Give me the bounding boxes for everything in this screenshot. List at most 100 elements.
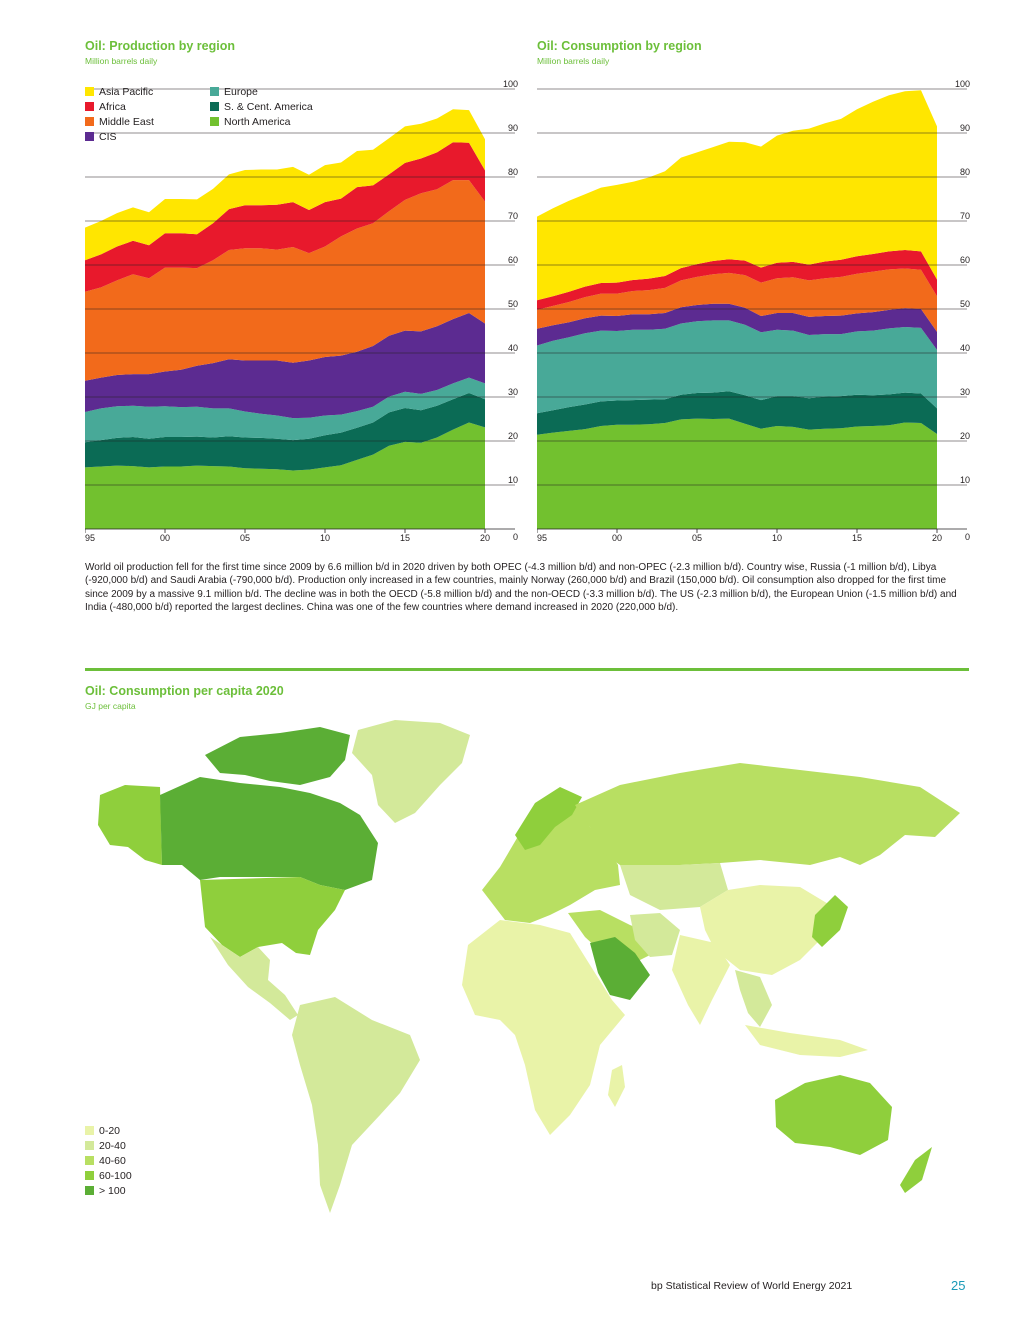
consumption-chart-title: Oil: Consumption by region	[537, 39, 702, 53]
map-usa	[200, 877, 345, 957]
map-europe	[482, 797, 620, 923]
production-ytick-label: 50	[508, 299, 518, 309]
map-canada-arctic	[205, 727, 350, 785]
production-ytick-label: 80	[508, 167, 518, 177]
map-africa	[462, 920, 625, 1135]
production-area-asia-pacific	[85, 109, 485, 261]
consumption-ytick-label: 0	[965, 532, 970, 542]
production-ytick-label: 100	[503, 80, 518, 89]
production-ytick-label: 10	[508, 475, 518, 485]
map-se-asia	[735, 970, 772, 1027]
map-legend-item: 20-40	[85, 1140, 126, 1152]
map-legend-swatch	[85, 1156, 94, 1165]
map-india	[672, 935, 730, 1025]
consumption-ytick-label: 10	[960, 475, 970, 485]
consumption-ytick-label: 80	[960, 167, 970, 177]
legend-item-north-america: North America	[210, 116, 291, 128]
production-area-middle-east	[85, 180, 485, 381]
map-china	[700, 885, 830, 975]
map-legend-swatch	[85, 1141, 94, 1150]
legend-label: S. & Cent. America	[224, 101, 313, 113]
map-greenland	[352, 720, 470, 823]
consumption-area-north-america	[537, 418, 937, 529]
production-xtick-label: 20	[480, 533, 490, 543]
map-alaska	[98, 785, 162, 865]
consumption-area-s-cent-america	[537, 391, 937, 435]
map-legend-label: 40-60	[99, 1155, 126, 1167]
section-divider	[85, 668, 969, 671]
consumption-ytick-label: 90	[960, 123, 970, 133]
body-paragraph: World oil production fell for the first …	[85, 562, 957, 614]
map-legend-label: 20-40	[99, 1140, 126, 1152]
production-chart-title: Oil: Production by region	[85, 39, 235, 53]
production-xtick-label: 10	[320, 533, 330, 543]
production-area-s-cent-america	[85, 393, 485, 471]
legend-swatch	[210, 102, 219, 111]
production-chart: 0 10 20 30 40 50 60 70 80 90 100 95 00 05 10 15 20	[85, 80, 518, 543]
legend-swatch	[85, 132, 94, 141]
consumption-xtick-label: 05	[692, 533, 702, 543]
map-mexico	[210, 937, 298, 1020]
production-area-cis	[85, 313, 485, 419]
world-map	[98, 720, 960, 1213]
legend-label: North America	[224, 116, 291, 128]
production-chart-subtitle: Million barrels daily	[85, 56, 158, 66]
map-new-zealand	[900, 1147, 932, 1193]
map-legend-label: 0-20	[99, 1125, 121, 1137]
map-indonesia	[745, 1025, 868, 1057]
production-xtick-label: 00	[160, 533, 170, 543]
production-ytick-label: 20	[508, 431, 518, 441]
legend-label: Middle East	[99, 116, 154, 128]
legend-label: Africa	[99, 101, 126, 113]
map-saudi-arabia	[590, 937, 650, 1000]
map-legend-item: 60-100	[85, 1170, 132, 1182]
legend-item-s-cent-america: S. & Cent. America	[210, 101, 313, 113]
consumption-ytick-label: 40	[960, 343, 970, 353]
map-south-america	[292, 997, 420, 1213]
production-ytick-label: 60	[508, 255, 518, 265]
production-ytick-label: 90	[508, 123, 518, 133]
map-russia	[575, 763, 960, 870]
consumption-area-cis	[537, 303, 937, 350]
map-legend: 0-20 20-40 40-60 60-100 > 100	[85, 1125, 205, 1201]
legend-swatch	[210, 117, 219, 126]
production-ytick-label: 30	[508, 387, 518, 397]
legend-label: Europe	[224, 86, 258, 98]
map-legend-item: 40-60	[85, 1155, 126, 1167]
legend-item-africa: Africa	[85, 101, 126, 113]
legend-swatch	[85, 117, 94, 126]
map-legend-label: 60-100	[99, 1170, 132, 1182]
map-legend-label: > 100	[99, 1185, 126, 1197]
legend-item-europe: Europe	[210, 86, 258, 98]
legend-item-asia-pacific: Asia Pacific	[85, 86, 153, 98]
legend-swatch	[85, 87, 94, 96]
legend-item-middle-east: Middle East	[85, 116, 154, 128]
legend-label: Asia Pacific	[99, 86, 154, 98]
map-madagascar	[608, 1065, 625, 1107]
production-ytick-label: 40	[508, 343, 518, 353]
map-legend-swatch	[85, 1126, 94, 1135]
map-australia	[775, 1075, 892, 1155]
page-number: 25	[951, 1278, 966, 1293]
map-legend-swatch	[85, 1186, 94, 1195]
map-legend-swatch	[85, 1171, 94, 1180]
consumption-xtick-label: 10	[772, 533, 782, 543]
map-legend-item: > 100	[85, 1185, 126, 1197]
consumption-ytick-label: 60	[960, 255, 970, 265]
footer-publication: bp Statistical Review of World Energy 20…	[651, 1280, 853, 1292]
map-japan	[812, 895, 848, 947]
consumption-ytick-label: 50	[960, 299, 970, 309]
map-title: Oil: Consumption per capita 2020	[85, 684, 284, 698]
map-subtitle: GJ per capita	[85, 701, 136, 711]
consumption-area-europe	[537, 320, 937, 414]
consumption-area-asia-pacific	[537, 90, 937, 301]
consumption-area-middle-east	[537, 268, 937, 332]
consumption-ytick-label: 100	[955, 80, 970, 89]
map-legend-item: 0-20	[85, 1125, 120, 1137]
consumption-ytick-label: 70	[960, 211, 970, 221]
map-middle-east	[568, 910, 655, 965]
consumption-xtick-label: 00	[612, 533, 622, 543]
production-ytick-label: 0	[513, 532, 518, 542]
production-legend: Asia Pacific Africa Middle East CIS Euro…	[85, 86, 345, 150]
consumption-xtick-label: 15	[852, 533, 862, 543]
